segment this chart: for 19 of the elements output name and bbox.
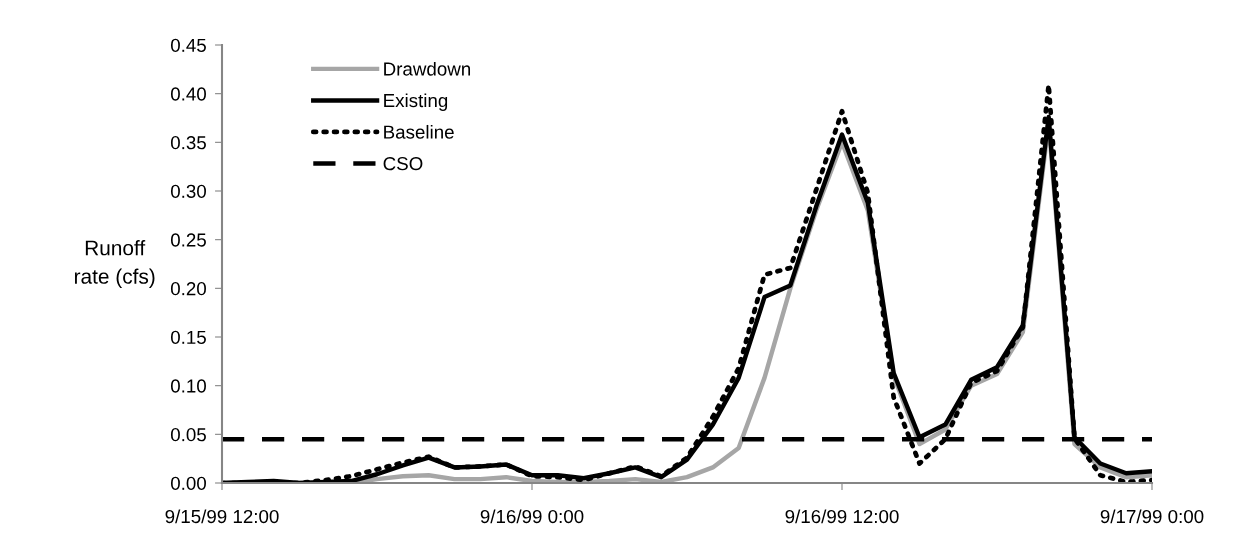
- y-tick-label: 0.15: [170, 330, 206, 344]
- y-tick-label: 0.00: [170, 476, 206, 490]
- x-tick-label: 9/17/99 0:00: [1100, 509, 1204, 524]
- legend-label: Existing: [384, 93, 448, 111]
- legend-label: Drawdown: [384, 61, 471, 76]
- y-tick-label: 0.40: [170, 87, 206, 101]
- x-tick-label: 9/15/99 12:00: [165, 509, 279, 524]
- y-tick-label: 0.10: [170, 379, 206, 393]
- legend-label: Baseline: [384, 124, 454, 139]
- y-tick-label: 0.45: [170, 38, 206, 52]
- x-tick-label: 9/16/99 0:00: [480, 509, 584, 524]
- y-tick-label: 0.30: [170, 184, 206, 198]
- y-tick-label: 0.35: [170, 136, 206, 150]
- y-tick-label: 0.20: [170, 282, 206, 296]
- y-axis-title: Runoff rate (cfs): [74, 240, 155, 288]
- y-tick-label: 0.25: [170, 233, 206, 247]
- y-tick-label: 0.05: [170, 428, 206, 442]
- legend-label: CSO: [383, 156, 423, 171]
- x-tick-label: 9/16/99 12:00: [785, 509, 899, 524]
